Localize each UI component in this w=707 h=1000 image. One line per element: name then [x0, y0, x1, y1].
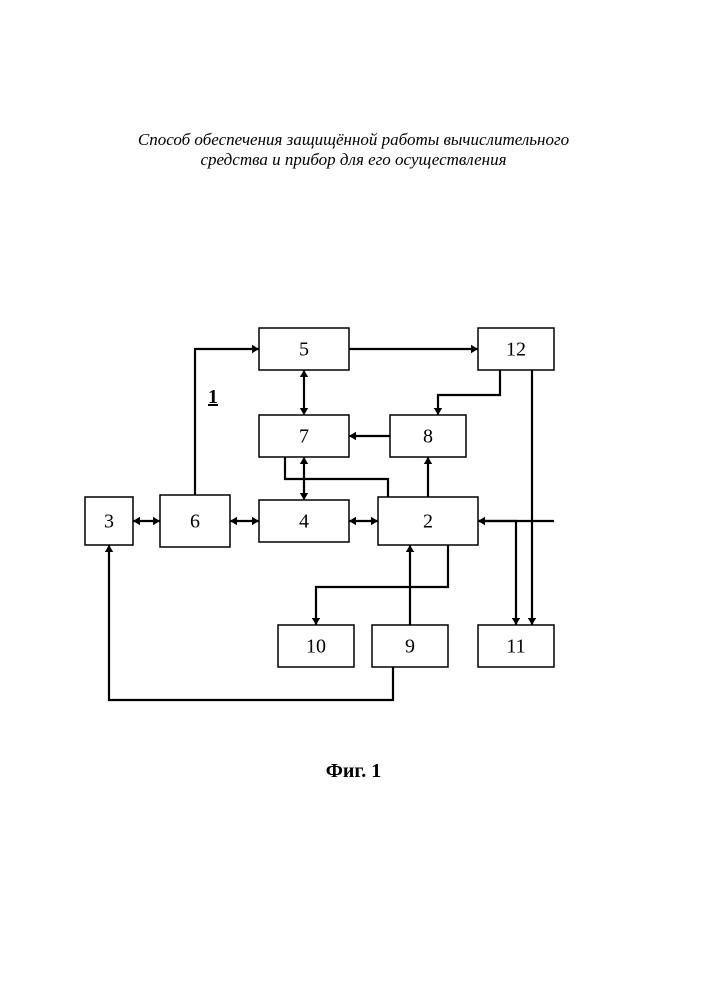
node-label-10: 10 [306, 636, 326, 658]
node-label-12: 12 [506, 339, 526, 361]
arrowhead-icon [252, 345, 259, 353]
arrowhead-icon [478, 517, 485, 525]
arrowhead-icon [300, 457, 308, 464]
edge-8 [478, 521, 516, 625]
edge-14 [195, 349, 259, 495]
figure-caption: Фиг. 1 [0, 760, 707, 783]
arrowhead-icon [105, 545, 113, 552]
diagram-svg: 3 6 4 2 7 8 5 12 10 9 11 [0, 0, 707, 1000]
arrowhead-icon [471, 345, 478, 353]
arrowhead-icon [300, 493, 308, 500]
arrowhead-icon [230, 517, 237, 525]
arrowhead-icon [300, 408, 308, 415]
arrowhead-icon [312, 618, 320, 625]
node-label-11: 11 [506, 636, 525, 658]
arrowhead-icon [512, 618, 520, 625]
node-label-9: 9 [405, 636, 415, 658]
nodes-group: 3 6 4 2 7 8 5 12 10 9 11 [85, 328, 554, 667]
node-label-7: 7 [299, 426, 309, 448]
arrowhead-icon [300, 370, 308, 377]
node-label-3: 3 [104, 511, 114, 533]
edge-9 [316, 545, 448, 625]
arrowhead-icon [349, 432, 356, 440]
arrowhead-icon [434, 408, 442, 415]
arrowhead-icon [424, 457, 432, 464]
page: Способ обеспечения защищённой работы выч… [0, 0, 707, 1000]
node-label-5: 5 [299, 339, 309, 361]
arrowhead-icon [371, 517, 378, 525]
arrowhead-icon [406, 545, 414, 552]
node-label-4: 4 [299, 511, 309, 533]
arrowhead-icon [528, 618, 536, 625]
arrowhead-icon [133, 517, 140, 525]
arrowhead-icon [349, 517, 356, 525]
edge-16 [438, 370, 500, 415]
node-label-6: 6 [190, 511, 200, 533]
arrowhead-icon [153, 517, 160, 525]
node-label-8: 8 [423, 426, 433, 448]
edge-12 [109, 545, 393, 700]
arrowhead-icon [252, 517, 259, 525]
node-label-2: 2 [423, 511, 433, 533]
